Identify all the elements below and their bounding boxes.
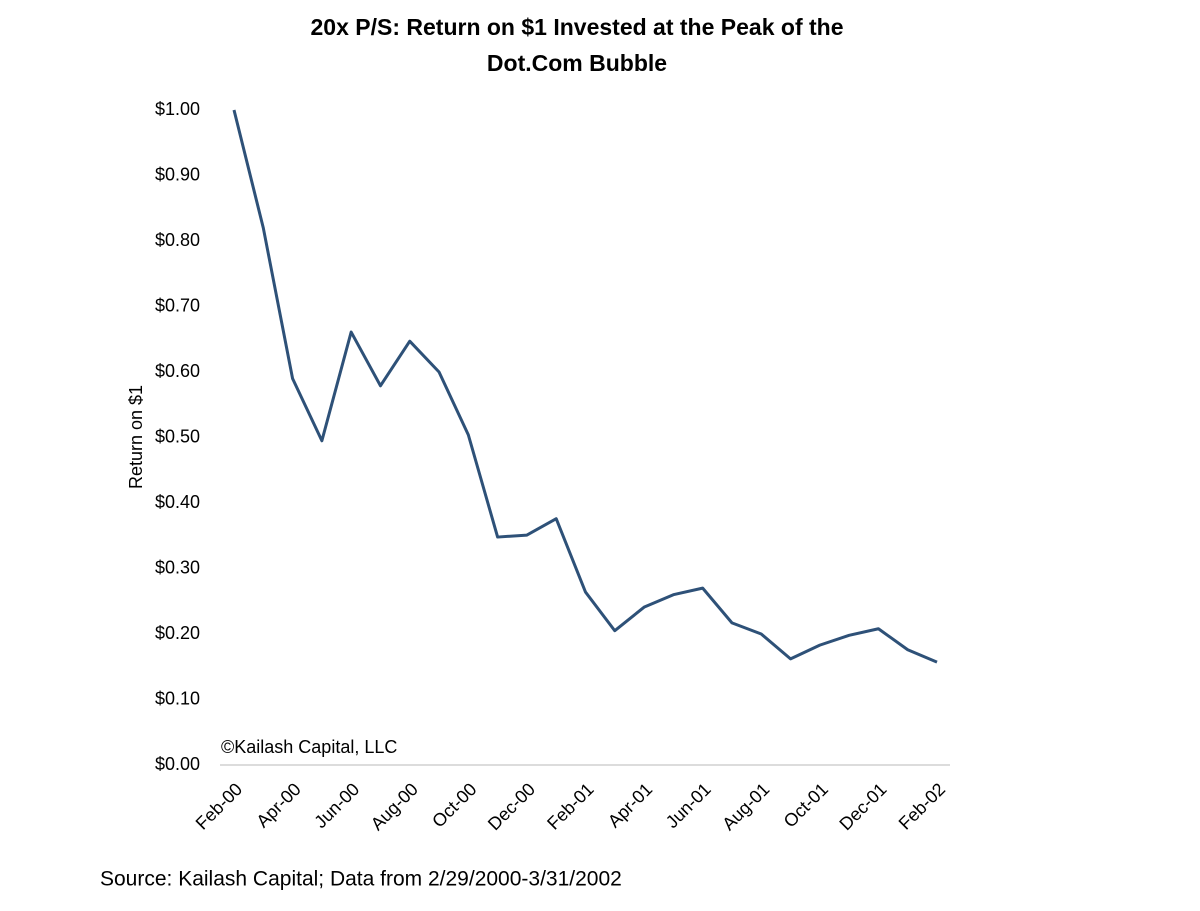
y-tick-label: $0.80 — [155, 230, 200, 250]
y-tick-label: $0.90 — [155, 164, 200, 184]
x-tick-label: Apr-01 — [604, 779, 656, 831]
x-tick-label: Jun-01 — [662, 779, 715, 832]
x-tick-label: Feb-02 — [895, 779, 949, 833]
y-tick-label: $1.00 — [155, 99, 200, 119]
x-tick-label: Dec-01 — [835, 779, 890, 834]
y-tick-label: $0.00 — [155, 754, 200, 774]
y-tick-label: $0.70 — [155, 295, 200, 315]
x-tick-label: Feb-00 — [192, 779, 246, 833]
y-tick-label: $0.60 — [155, 361, 200, 381]
x-tick-label: Oct-00 — [428, 779, 480, 831]
x-tick-label: Oct-01 — [780, 779, 832, 831]
x-tick-label: Dec-00 — [484, 779, 539, 834]
x-tick-label: Aug-00 — [367, 779, 422, 834]
x-tick-label: Feb-01 — [543, 779, 597, 833]
y-tick-label: $0.30 — [155, 557, 200, 577]
annotation: ©Kailash Capital, LLC — [221, 737, 397, 757]
chart-title: 20x P/S: Return on $1 Invested at the Pe… — [311, 14, 844, 40]
y-tick-label: $0.20 — [155, 623, 200, 643]
y-tick-label: $0.50 — [155, 426, 200, 446]
y-tick-label: $0.40 — [155, 492, 200, 512]
y-tick-label: $0.10 — [155, 688, 200, 708]
source: Source: Kailash Capital; Data from 2/29/… — [100, 868, 622, 891]
x-tick-label: Aug-01 — [718, 779, 773, 834]
chart-title: Dot.Com Bubble — [487, 50, 667, 76]
y-axis-label: Return on $1 — [126, 385, 146, 489]
x-tick-label: Apr-00 — [252, 779, 304, 831]
line-series — [232, 109, 938, 664]
x-tick-label: Jun-00 — [310, 779, 363, 832]
